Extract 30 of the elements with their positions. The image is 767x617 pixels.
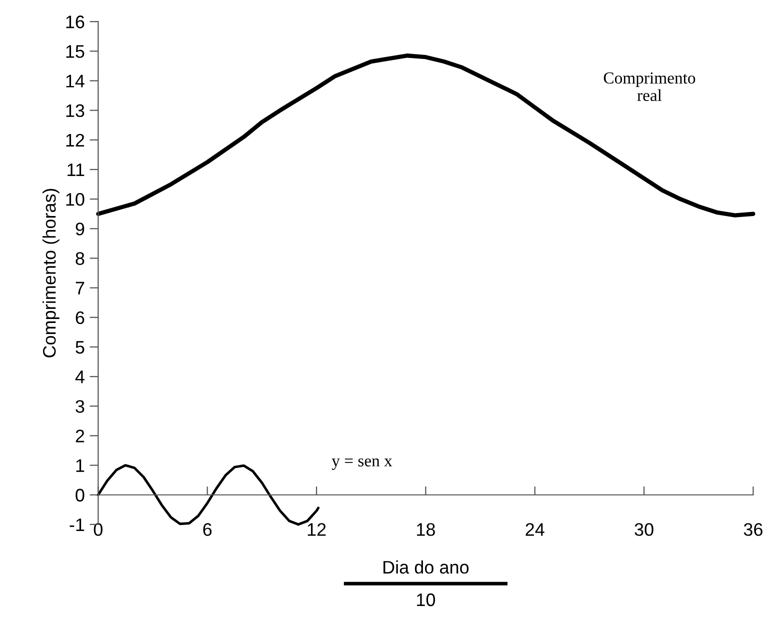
y-tick-label: 5 (76, 341, 84, 354)
y-tick-label: 6 (76, 311, 84, 324)
line-series (96, 54, 756, 218)
y-tick-label: 16 (66, 16, 84, 28)
text: 10 (417, 593, 436, 606)
x-tick-label: 6 (203, 523, 212, 536)
y-tick-label: -1 (70, 518, 84, 531)
y-tick-label: 7 (76, 282, 84, 294)
y-tick-label: 3 (76, 400, 84, 413)
y-tick-label: 10 (66, 193, 84, 206)
x-tick-label: 18 (417, 523, 435, 536)
y-tick-label: 8 (76, 252, 84, 265)
y-tick-label: 9 (76, 222, 84, 236)
y-tick-label: 12 (66, 134, 84, 146)
y-tick-label: 14 (66, 74, 84, 88)
y-tick-label: 4 (75, 370, 84, 384)
y-axis-title: Comprimento (horas) (42, 188, 60, 358)
text: y = sen x (332, 458, 392, 470)
x-tick-label: 24 (526, 523, 544, 536)
x-tick-label: 30 (634, 523, 654, 536)
y-tick-label: 11 (68, 164, 84, 176)
x-tick-label: 36 (744, 523, 762, 536)
y-tick-label: 13 (66, 104, 84, 118)
x-tick-label: 12 (308, 523, 326, 536)
x-axis-title: Dia do ano (384, 560, 469, 574)
y-tick-label: 0 (76, 488, 84, 502)
text: Comprimento real (604, 72, 696, 102)
y-tick-label: 15 (66, 45, 84, 58)
y-tick-label: 1 (76, 459, 84, 472)
y-tick-label: 2 (76, 430, 84, 442)
